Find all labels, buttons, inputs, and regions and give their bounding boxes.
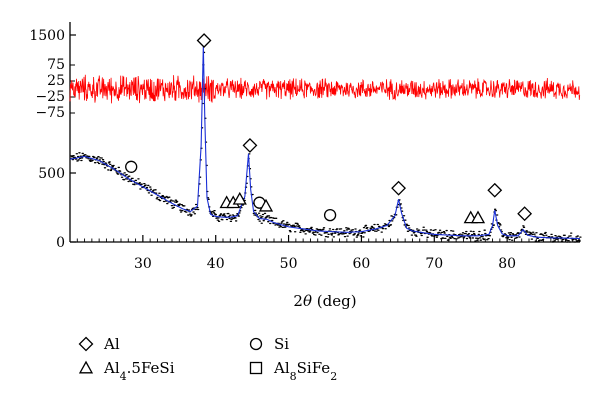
y-tick-label: 1500 [29, 28, 65, 44]
x-ticks: 30 40 50 60 70 80 [134, 235, 516, 272]
legend-label: Si [274, 335, 289, 353]
residual-tick-label: −25 [35, 89, 65, 105]
difference-series [69, 74, 581, 104]
legend: Al Si Al4.5FeSi Al8SiFe2 [78, 335, 337, 383]
peak-marker-circle [323, 208, 337, 222]
y-tick-label: 500 [38, 166, 65, 182]
main-y-ticks: 0 500 1500 [29, 28, 76, 251]
peak-marker-diamond [391, 180, 407, 196]
x-tick-label: 30 [134, 256, 152, 272]
peak-marker-diamond [196, 33, 212, 48]
residual-tick-label: 75 [47, 57, 65, 73]
y-tick-label: 0 [56, 235, 65, 251]
x-tick-label: 40 [207, 256, 225, 272]
legend-symbol-triangle [78, 360, 94, 374]
peak-marker-triangle [470, 210, 486, 224]
legend-label: Al4.5FeSi [103, 359, 175, 383]
legend-label: Al [103, 335, 120, 353]
residual-tick-label: 25 [47, 73, 65, 89]
x-tick-label: 70 [425, 256, 443, 272]
difference-line [69, 74, 581, 104]
fit-series [69, 46, 581, 240]
x-tick-label: 80 [498, 256, 516, 272]
peak-marker-diamond [487, 182, 503, 198]
x-tick-label: 60 [353, 256, 371, 272]
legend-symbol-square [249, 361, 263, 375]
peak-marker-triangle [258, 198, 274, 212]
x-tick-label: 50 [280, 256, 298, 272]
legend-symbol-diamond [78, 336, 94, 352]
fit-line [69, 46, 581, 240]
x-axis-title: 2θ (deg) [293, 292, 356, 310]
residual-tick-label: −75 [35, 105, 65, 121]
legend-symbol-circle [249, 337, 263, 351]
peak-markers [125, 33, 533, 224]
axes [69, 22, 580, 243]
legend-label: Al8SiFe2 [273, 359, 337, 383]
peak-marker-diamond [242, 137, 258, 153]
peak-marker-triangle [232, 191, 247, 205]
peak-marker-diamond [517, 206, 533, 222]
peak-marker-circle [125, 160, 138, 173]
